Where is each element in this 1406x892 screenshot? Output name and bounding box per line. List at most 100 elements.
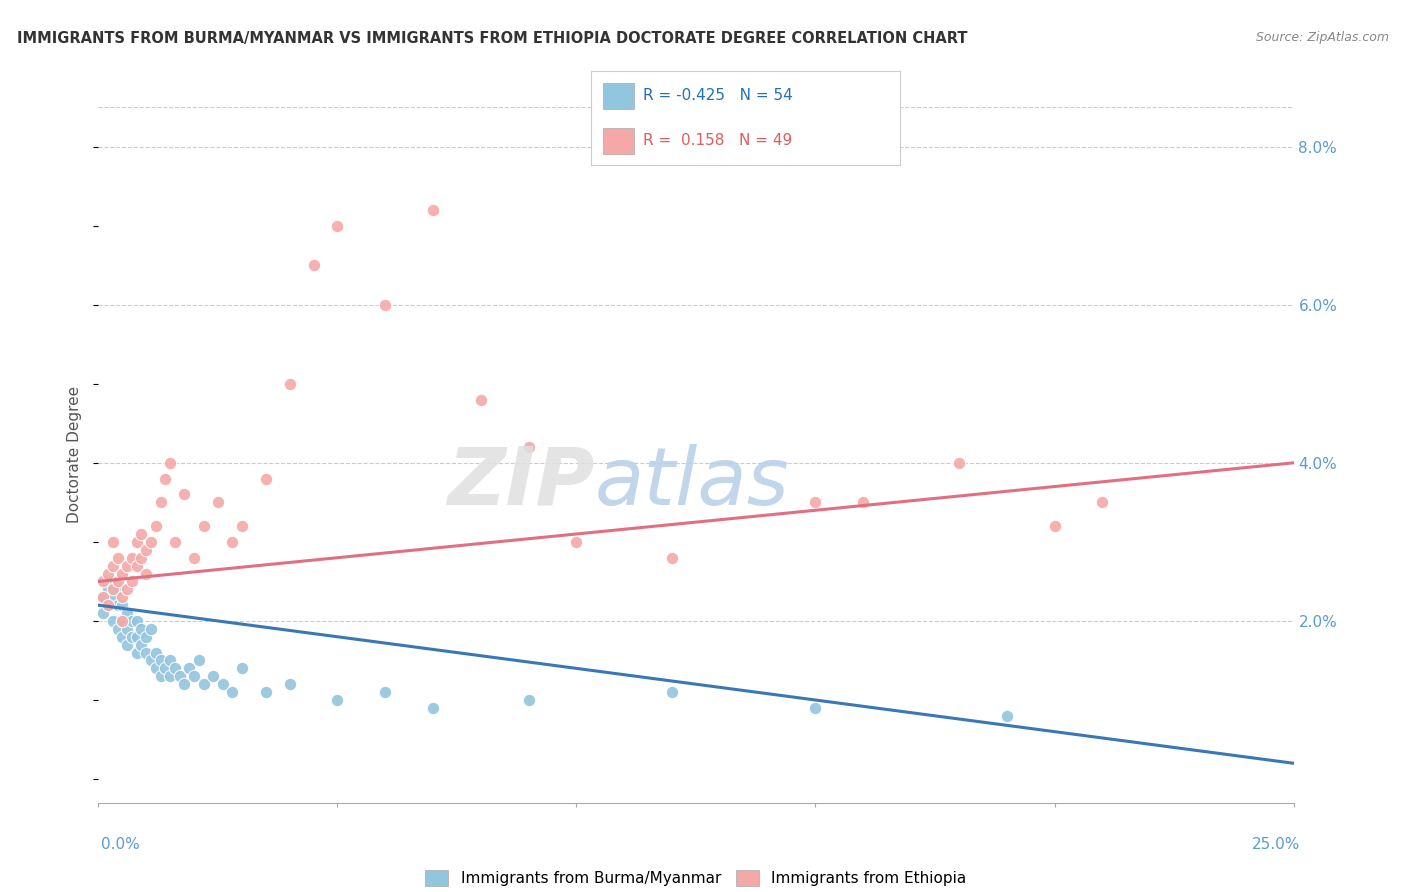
Point (202, 669, 225, 683)
Point (101, 574, 124, 589)
Point (115, 638, 138, 652)
Point (278, 376, 301, 391)
Point (131, 550, 153, 565)
Point (374, 685, 396, 699)
Point (149, 653, 172, 667)
Point (111, 614, 134, 628)
Point (804, 495, 827, 509)
Point (211, 677, 233, 691)
Point (121, 614, 143, 628)
Point (661, 685, 683, 699)
Text: R =  0.158   N = 49: R = 0.158 N = 49 (643, 133, 793, 148)
Point (125, 558, 148, 573)
Point (661, 550, 683, 565)
Y-axis label: Doctorate Degree: Doctorate Degree (67, 386, 83, 524)
Point (121, 550, 143, 565)
Point (159, 669, 181, 683)
Point (139, 535, 162, 549)
Point (101, 614, 124, 628)
Point (91, 574, 114, 589)
Point (422, 701, 444, 715)
Point (422, 202, 444, 217)
Point (145, 519, 167, 533)
Point (207, 495, 229, 509)
Point (107, 622, 129, 636)
Point (91, 606, 114, 620)
Text: Source: ZipAtlas.com: Source: ZipAtlas.com (1256, 31, 1389, 45)
Point (163, 661, 186, 675)
Point (135, 566, 157, 581)
Point (115, 622, 138, 636)
Point (183, 550, 205, 565)
Point (852, 495, 875, 509)
Text: 0.0%: 0.0% (101, 837, 141, 852)
Point (97, 598, 120, 612)
Point (131, 638, 153, 652)
FancyBboxPatch shape (603, 128, 634, 153)
Point (135, 630, 157, 644)
Point (101, 535, 124, 549)
Point (131, 622, 153, 636)
Point (169, 669, 191, 683)
Point (111, 614, 134, 628)
Point (326, 219, 349, 233)
Point (159, 653, 181, 667)
Point (149, 669, 172, 683)
Text: atlas: atlas (595, 443, 789, 522)
Point (125, 535, 148, 549)
Point (125, 630, 148, 644)
Point (231, 661, 253, 675)
FancyBboxPatch shape (603, 83, 634, 109)
Point (254, 685, 277, 699)
Point (948, 456, 970, 470)
Point (183, 669, 205, 683)
Point (115, 582, 138, 597)
Point (135, 542, 157, 557)
Point (278, 677, 301, 691)
Point (111, 630, 134, 644)
Point (107, 582, 129, 597)
Point (173, 487, 195, 501)
Point (193, 519, 215, 533)
Point (107, 574, 129, 589)
Point (193, 677, 215, 691)
Point (145, 661, 167, 675)
Legend: Immigrants from Burma/Myanmar, Immigrants from Ethiopia: Immigrants from Burma/Myanmar, Immigrant… (419, 863, 973, 892)
Point (565, 535, 588, 549)
Point (221, 685, 243, 699)
Point (179, 661, 201, 675)
Point (149, 495, 172, 509)
Point (101, 591, 124, 605)
Point (374, 298, 396, 312)
Point (135, 646, 157, 660)
Text: 25.0%: 25.0% (1253, 837, 1301, 852)
Point (101, 582, 124, 597)
Point (97, 598, 120, 612)
Point (97, 566, 120, 581)
Point (231, 519, 253, 533)
Point (517, 440, 540, 454)
Point (91, 591, 114, 605)
Point (121, 574, 143, 589)
Point (1043, 519, 1066, 533)
Text: IMMIGRANTS FROM BURMA/MYANMAR VS IMMIGRANTS FROM ETHIOPIA DOCTORATE DEGREE CORRE: IMMIGRANTS FROM BURMA/MYANMAR VS IMMIGRA… (17, 31, 967, 46)
Point (163, 535, 186, 549)
Point (804, 701, 827, 715)
Point (101, 558, 124, 573)
Point (111, 566, 134, 581)
Point (111, 598, 134, 612)
Point (125, 646, 148, 660)
Point (1091, 495, 1114, 509)
Point (145, 646, 167, 660)
Point (517, 693, 540, 707)
Point (326, 693, 349, 707)
Point (125, 614, 148, 628)
Point (97, 582, 120, 597)
Text: R = -0.425   N = 54: R = -0.425 N = 54 (643, 88, 793, 103)
Point (221, 535, 243, 549)
Point (173, 677, 195, 691)
Point (131, 527, 153, 541)
Point (139, 653, 162, 667)
Point (159, 456, 181, 470)
Text: ZIP: ZIP (447, 443, 595, 522)
